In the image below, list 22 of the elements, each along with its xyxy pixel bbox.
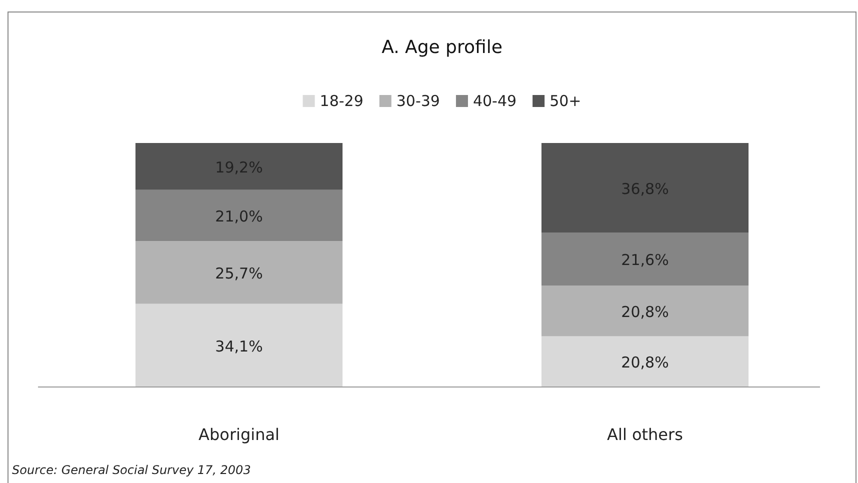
legend-label: 18-29 <box>320 92 364 110</box>
legend-label: 50+ <box>550 92 582 110</box>
bar <box>541 336 749 387</box>
data-label: 20,8% <box>621 354 669 372</box>
bar <box>135 241 343 304</box>
source-note: Source: General Social Survey 17, 2003 <box>12 463 251 477</box>
bar <box>541 143 749 233</box>
bar <box>541 285 749 336</box>
legend-label: 30-39 <box>396 92 440 110</box>
legend-label: 40-49 <box>472 92 517 110</box>
data-label: 21,0% <box>215 207 263 226</box>
x-tick-label: All others <box>607 425 683 444</box>
data-label: 21,6% <box>621 251 669 270</box>
data-label: 20,8% <box>621 302 669 321</box>
bar <box>135 190 343 242</box>
x-tick-label: Aboriginal <box>198 425 280 444</box>
chart-title: A. Age profile <box>382 37 502 58</box>
bar <box>135 143 343 190</box>
bar <box>541 232 749 286</box>
data-label: 34,1% <box>215 337 263 356</box>
data-label: 25,7% <box>215 264 263 282</box>
bar <box>135 304 343 387</box>
